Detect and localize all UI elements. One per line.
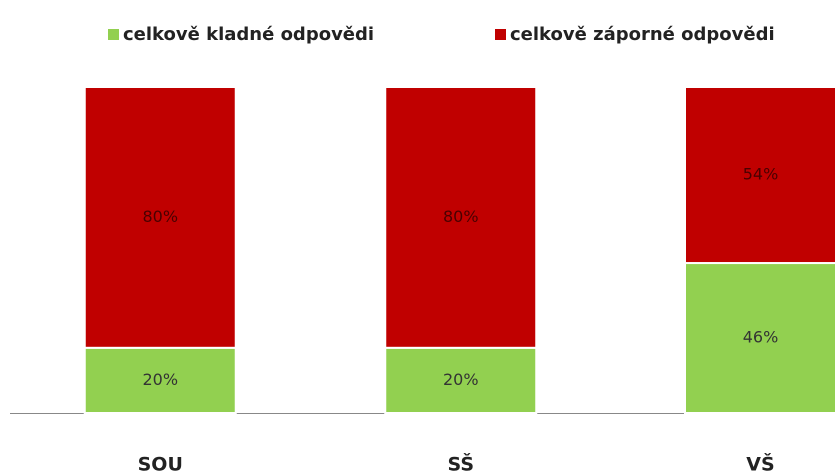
bar-segment bbox=[83, 86, 237, 349]
legend-label: celkově záporné odpovědi bbox=[510, 24, 775, 45]
legend-swatch bbox=[108, 29, 119, 40]
value-label: 46% bbox=[743, 328, 779, 347]
bar-segment bbox=[684, 86, 836, 265]
x-tick-label: SŠ bbox=[447, 452, 474, 474]
value-label: 54% bbox=[743, 165, 779, 184]
x-tick-label: SOU bbox=[138, 454, 183, 474]
bar-segment bbox=[83, 346, 237, 414]
x-tick-label: VŠ bbox=[746, 452, 774, 474]
value-label: 20% bbox=[443, 370, 479, 389]
value-label: 80% bbox=[142, 207, 178, 226]
legend-label: celkově kladné odpovědi bbox=[123, 24, 374, 45]
value-label: 20% bbox=[142, 370, 178, 389]
value-label: 80% bbox=[443, 207, 479, 226]
bar-segment bbox=[384, 86, 538, 349]
legend-swatch bbox=[495, 29, 506, 40]
